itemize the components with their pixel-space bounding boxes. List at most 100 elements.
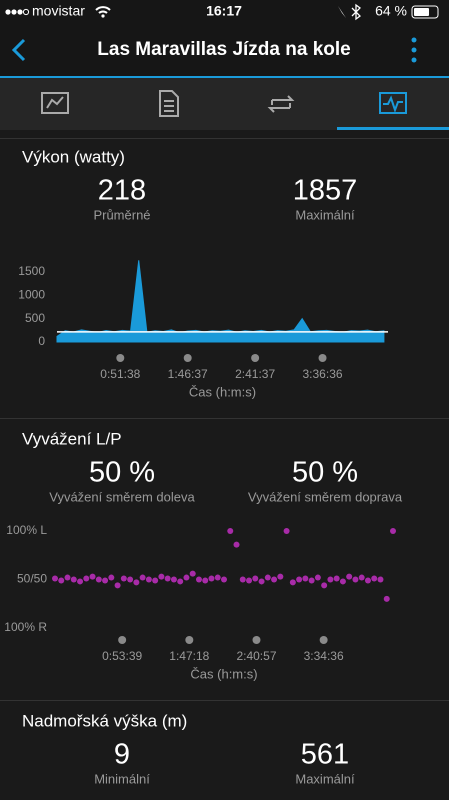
battery-icon bbox=[411, 5, 439, 19]
balance-point bbox=[189, 570, 196, 577]
stat-label: Průměrné bbox=[93, 207, 150, 222]
balance-point bbox=[183, 574, 190, 581]
balance-point bbox=[271, 576, 278, 583]
balance-point bbox=[283, 528, 290, 534]
balance-point bbox=[83, 575, 90, 582]
balance-point bbox=[202, 577, 209, 584]
page-title: Las Maravillas Jízda na kole bbox=[97, 39, 350, 60]
x-tick-label: 3:34:36 bbox=[304, 649, 344, 663]
back-button[interactable] bbox=[11, 38, 26, 62]
y-tick-label: 100% L bbox=[6, 523, 47, 537]
stat-value: 9 bbox=[114, 739, 130, 771]
balance-point bbox=[346, 573, 353, 580]
signal bbox=[5, 8, 30, 16]
x-tick-label: 2:40:57 bbox=[236, 649, 276, 663]
x-tick-label: 1:46:37 bbox=[168, 367, 208, 381]
stat-label: Vyvážení směrem doprava bbox=[248, 489, 403, 504]
bluetooth-icon bbox=[351, 3, 361, 21]
stat-value: 50 % bbox=[89, 457, 155, 489]
x-tick-mark bbox=[183, 354, 192, 362]
stat-label: Vyvážení směrem doleva bbox=[49, 489, 195, 504]
y-tick-label: 100% R bbox=[4, 620, 47, 634]
carrier: movistar bbox=[32, 3, 85, 19]
balance-point bbox=[208, 575, 215, 582]
x-tick-mark bbox=[319, 636, 328, 644]
y-tick-label: 1000 bbox=[18, 288, 45, 302]
section-title: Vyvážení L/P bbox=[22, 429, 122, 448]
balance-point bbox=[64, 574, 71, 581]
x-tick-label: 0:53:39 bbox=[102, 649, 142, 663]
clock: 16:17 bbox=[206, 3, 242, 19]
balance-point bbox=[333, 575, 340, 582]
y-tick-label: 1500 bbox=[18, 264, 45, 278]
balance-point bbox=[95, 576, 102, 583]
battery-level: 64 % bbox=[375, 3, 407, 19]
balance-point bbox=[195, 576, 202, 583]
stat-value: 561 bbox=[301, 739, 349, 771]
section-title: Nadmořská výška (m) bbox=[22, 711, 187, 730]
balance-point bbox=[133, 579, 140, 586]
stat-value: 50 % bbox=[292, 457, 358, 489]
balance-point bbox=[246, 577, 253, 584]
balance-point bbox=[364, 577, 371, 584]
balance-point bbox=[302, 575, 309, 582]
balance-point bbox=[158, 573, 165, 580]
balance-point bbox=[58, 577, 65, 584]
balance-point bbox=[383, 595, 390, 602]
x-tick-label: 1:47:18 bbox=[169, 649, 209, 663]
balance-point bbox=[339, 578, 346, 585]
balance-point bbox=[371, 575, 378, 582]
balance-point bbox=[264, 574, 271, 581]
divider bbox=[0, 418, 449, 419]
balance-point bbox=[321, 582, 328, 589]
balance-point bbox=[233, 541, 240, 548]
balance-point bbox=[70, 576, 77, 583]
balance-point bbox=[114, 582, 121, 589]
stat-label: Maximální bbox=[295, 771, 355, 786]
balance-point bbox=[358, 574, 365, 581]
balance-point bbox=[252, 575, 259, 582]
balance-point bbox=[170, 576, 177, 583]
menu-button[interactable] bbox=[411, 37, 417, 63]
balance-point bbox=[177, 578, 184, 585]
balance-point bbox=[258, 578, 265, 585]
x-tick-mark bbox=[318, 354, 327, 362]
header-rule bbox=[0, 76, 449, 78]
wifi-icon bbox=[95, 6, 111, 14]
balance-point bbox=[239, 576, 246, 583]
tab-details[interactable] bbox=[159, 90, 179, 117]
balance-point bbox=[164, 575, 171, 582]
divider bbox=[0, 700, 449, 701]
x-axis-title: Čas (h:m:s) bbox=[189, 384, 256, 399]
balance-point bbox=[89, 573, 96, 580]
balance-point bbox=[102, 577, 109, 584]
battery-fill bbox=[414, 8, 429, 16]
balance-point bbox=[296, 576, 303, 583]
stat-label: Minimální bbox=[94, 771, 150, 786]
x-tick-label: 2:41:37 bbox=[235, 367, 275, 381]
tab-bar bbox=[0, 78, 449, 130]
balance-point bbox=[108, 574, 115, 581]
balance-point bbox=[152, 577, 159, 584]
balance-point bbox=[221, 576, 227, 583]
balance-point bbox=[308, 577, 315, 584]
stat-label: Maximální bbox=[295, 207, 355, 222]
balance-point bbox=[214, 574, 221, 581]
balance-point bbox=[127, 576, 134, 583]
x-tick-label: 0:51:38 bbox=[100, 367, 140, 381]
balance-point bbox=[120, 575, 127, 582]
balance-point bbox=[52, 575, 58, 582]
x-tick-mark bbox=[118, 636, 127, 644]
divider bbox=[0, 138, 449, 139]
balance-point bbox=[277, 573, 284, 580]
y-tick-label: 0 bbox=[38, 334, 45, 348]
tab-overview[interactable] bbox=[41, 92, 69, 114]
x-tick-mark bbox=[251, 354, 260, 362]
tab-laps[interactable] bbox=[267, 95, 295, 113]
top-bar bbox=[0, 0, 449, 78]
tab-charts[interactable] bbox=[379, 92, 407, 114]
balance-point bbox=[145, 576, 152, 583]
balance-point bbox=[314, 574, 321, 581]
